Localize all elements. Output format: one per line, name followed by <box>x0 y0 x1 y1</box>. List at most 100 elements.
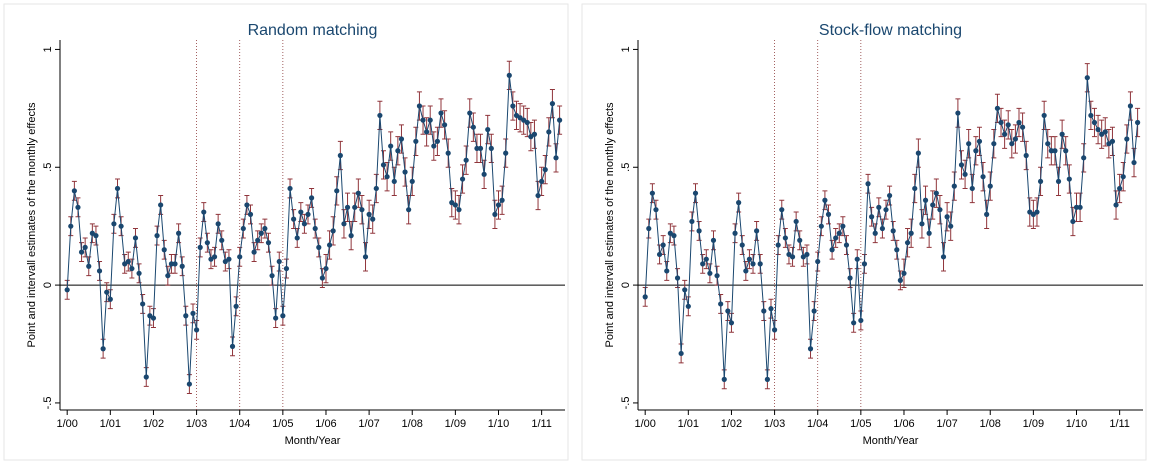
point <box>64 287 70 293</box>
point <box>869 214 875 220</box>
point <box>485 126 491 133</box>
point <box>771 327 778 333</box>
point <box>1016 119 1022 126</box>
point <box>380 162 387 168</box>
point <box>692 190 699 196</box>
x-tick-label: 1/05 <box>850 418 871 430</box>
point <box>398 136 405 142</box>
point <box>470 124 476 130</box>
point <box>172 261 178 267</box>
point <box>807 346 814 352</box>
point <box>388 143 394 149</box>
point <box>477 145 484 152</box>
point <box>459 176 466 182</box>
point <box>933 190 939 196</box>
point <box>1019 124 1026 130</box>
point <box>1002 131 1008 137</box>
point <box>165 273 171 279</box>
point <box>922 197 929 203</box>
point <box>894 247 900 253</box>
point <box>1048 148 1054 154</box>
x-tick-label: 1/07 <box>936 418 957 430</box>
point <box>107 296 113 302</box>
point <box>413 138 419 144</box>
point <box>434 138 441 144</box>
point <box>1124 136 1130 142</box>
x-tick-label: 1/06 <box>893 418 914 430</box>
point <box>305 211 311 217</box>
point <box>940 254 947 260</box>
x-tick-label: 1/06 <box>315 418 336 430</box>
x-tick-label: 1/04 <box>807 418 828 430</box>
point <box>775 242 781 248</box>
point <box>100 346 106 352</box>
point <box>833 235 839 241</box>
point <box>481 171 487 177</box>
point <box>1131 159 1137 166</box>
point <box>114 185 121 192</box>
point <box>725 308 731 314</box>
y-tick-label: 1 <box>42 46 54 52</box>
panel: Random matching Month/Year Point and inter… <box>3 3 569 461</box>
point <box>797 237 803 243</box>
point <box>226 256 232 262</box>
y-tick-label: 0 <box>42 282 54 288</box>
point <box>951 183 957 189</box>
point <box>653 207 659 213</box>
point <box>980 174 986 180</box>
point <box>499 197 505 203</box>
point <box>976 138 983 144</box>
point <box>1023 152 1029 159</box>
point <box>183 313 189 319</box>
point <box>96 268 103 274</box>
point <box>865 181 871 187</box>
point <box>897 277 903 283</box>
x-axis-title: Month/Year <box>285 435 341 447</box>
point <box>240 225 246 232</box>
point <box>283 265 290 272</box>
x-tick-label: 1/10 <box>488 418 509 430</box>
point <box>524 119 530 126</box>
point <box>1055 178 1062 185</box>
point <box>915 150 921 156</box>
point <box>168 261 175 267</box>
point <box>1052 148 1058 154</box>
point <box>104 289 110 295</box>
point <box>1091 119 1098 126</box>
point <box>330 228 336 234</box>
point <box>244 202 250 208</box>
point <box>161 247 167 253</box>
point <box>757 261 763 267</box>
point <box>904 240 911 246</box>
point <box>395 148 401 154</box>
point <box>685 303 691 309</box>
point <box>416 103 423 109</box>
point <box>143 374 149 380</box>
point <box>958 162 965 168</box>
point <box>994 105 1001 111</box>
x-tick-label: 1/10 <box>1066 418 1087 430</box>
point <box>1066 176 1072 182</box>
point <box>908 230 914 236</box>
point <box>431 143 437 149</box>
point <box>948 223 954 229</box>
point <box>197 244 203 250</box>
point <box>782 235 788 241</box>
point <box>1120 174 1126 180</box>
point <box>211 254 218 260</box>
point <box>829 247 835 253</box>
point <box>215 221 221 227</box>
point <box>1059 131 1065 137</box>
point <box>836 230 842 236</box>
point <box>409 178 415 185</box>
point <box>851 320 857 326</box>
point <box>674 275 681 281</box>
x-tick-label: 1/05 <box>272 418 293 430</box>
x-tick-label: 1/08 <box>402 418 423 430</box>
point <box>1088 112 1094 119</box>
point <box>86 263 92 269</box>
point <box>474 145 480 152</box>
point <box>707 270 713 276</box>
panel: Stock-flow matching Month/Year Point and i… <box>581 3 1147 461</box>
point <box>1070 218 1076 225</box>
